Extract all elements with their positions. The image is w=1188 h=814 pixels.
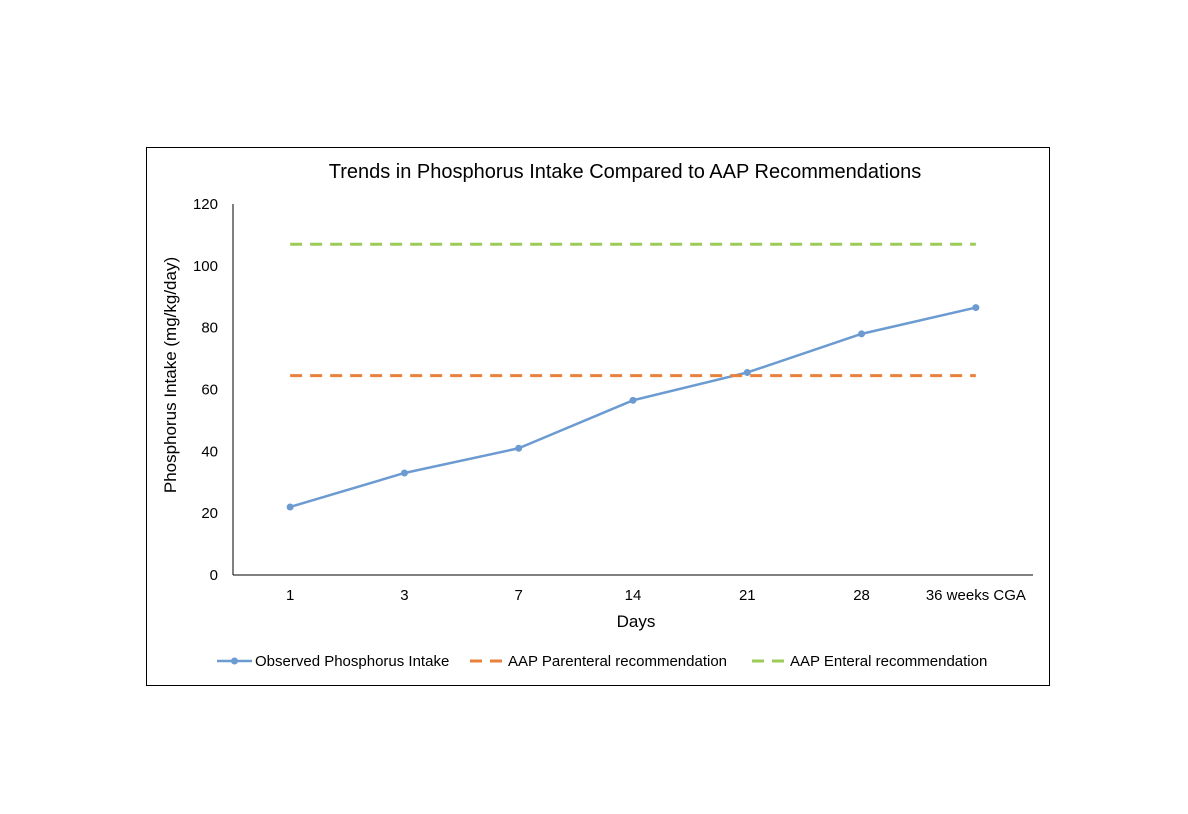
series-layer <box>286 242 980 511</box>
x-tick-label: 1 <box>286 587 294 604</box>
x-tick-label: 21 <box>739 587 756 604</box>
x-tick-labels: 1 3 7 14 21 28 36 weeks CGA <box>286 587 1026 604</box>
y-tick-label: 0 <box>210 567 218 584</box>
data-point <box>629 396 637 404</box>
x-tick-label: 3 <box>400 587 408 604</box>
data-point <box>515 444 523 452</box>
y-tick-label: 20 <box>201 505 218 522</box>
legend: Observed Phosphorus Intake AAP Parenteral… <box>217 653 987 670</box>
series-line-0 <box>289 306 977 509</box>
x-tick-label: 28 <box>853 587 870 604</box>
x-tick-label: 36 weeks CGA <box>926 587 1026 604</box>
x-tick-label: 7 <box>515 587 523 604</box>
legend-marker <box>231 657 238 665</box>
y-tick-label: 80 <box>201 320 218 337</box>
y-tick-label: 60 <box>201 382 218 399</box>
legend-label-0: Observed Phosphorus Intake <box>255 653 449 670</box>
y-axis-title: Phosphorus Intake (mg/kg/day) <box>161 257 180 493</box>
legend-label-1: AAP Parenteral recommendation <box>508 653 727 670</box>
data-point <box>972 304 980 312</box>
data-point <box>400 469 408 477</box>
x-tick-label: 14 <box>625 587 642 604</box>
legend-label-2: AAP Enteral recommendation <box>790 653 987 670</box>
y-tick-label: 40 <box>201 443 218 460</box>
data-point <box>286 503 294 511</box>
y-tick-label: 100 <box>193 258 218 275</box>
y-tick-label: 120 <box>193 196 218 213</box>
data-point <box>858 330 866 338</box>
chart-frame <box>146 147 1050 686</box>
y-tick-labels: 0 20 40 60 80 100 120 <box>193 196 218 584</box>
chart-title: Trends in Phosphorus Intake Compared to … <box>329 161 922 183</box>
data-point <box>743 368 751 376</box>
x-axis-title: Days <box>617 612 656 631</box>
